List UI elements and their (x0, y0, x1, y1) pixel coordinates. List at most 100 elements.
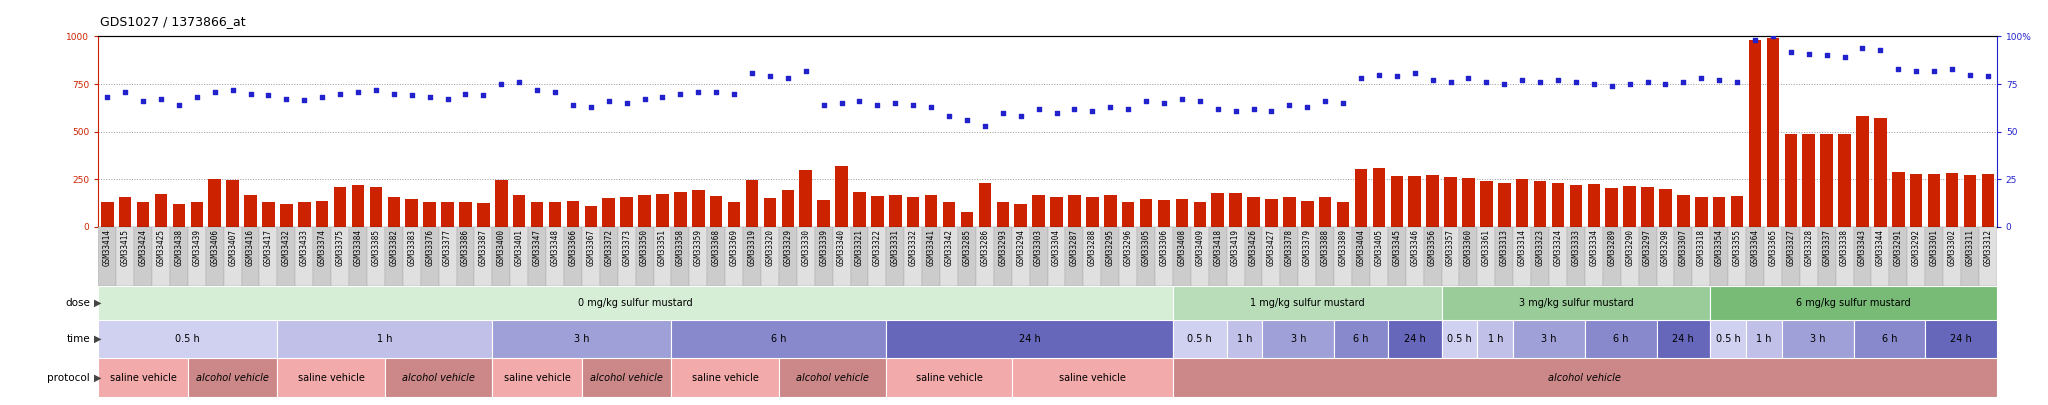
Text: alcohol vehicle: alcohol vehicle (401, 373, 475, 383)
Bar (1839, 134, 1851, 227)
Bar (1567, 227, 1585, 286)
Text: GSM33424: GSM33424 (139, 228, 147, 266)
Text: GSM33377: GSM33377 (442, 228, 453, 266)
Bar (782, 190, 795, 227)
Bar (1444, 177, 1456, 227)
Text: GSM33387: GSM33387 (479, 228, 487, 266)
Point (754, 73, 786, 80)
Text: GSM33345: GSM33345 (1393, 228, 1401, 266)
Bar (1513, 320, 1585, 358)
Text: GSM33414: GSM33414 (102, 228, 113, 266)
Bar (1821, 134, 1833, 227)
Bar (1835, 227, 1853, 286)
Bar (1208, 227, 1227, 286)
Point (1614, 81, 1647, 87)
Point (1774, 49, 1806, 55)
Text: GSM33372: GSM33372 (604, 228, 612, 266)
Text: GSM33350: GSM33350 (641, 228, 649, 266)
Point (1954, 71, 1987, 78)
Bar (475, 227, 492, 286)
Point (1219, 107, 1251, 114)
Text: 1 h: 1 h (1757, 334, 1772, 344)
Bar (834, 227, 850, 286)
Bar (979, 183, 991, 227)
Bar (492, 227, 510, 286)
Point (860, 102, 893, 108)
Bar (887, 227, 905, 286)
Bar (1585, 320, 1657, 358)
Point (682, 88, 715, 95)
Bar (1300, 201, 1313, 227)
Bar (1280, 227, 1298, 286)
Text: GSM33304: GSM33304 (1053, 228, 1061, 266)
Point (1686, 75, 1718, 81)
Bar (1495, 227, 1513, 286)
Point (1346, 75, 1378, 81)
Bar (119, 197, 131, 227)
Point (629, 96, 662, 102)
Point (1022, 106, 1055, 112)
Bar (707, 227, 725, 286)
Text: 3 h: 3 h (1810, 334, 1825, 344)
Bar (1587, 184, 1599, 227)
Bar (743, 227, 762, 286)
Bar (1069, 195, 1081, 227)
Bar (1767, 38, 1780, 227)
Bar (188, 227, 205, 286)
Bar (1141, 199, 1153, 227)
Bar (1409, 176, 1421, 227)
Text: GSM33331: GSM33331 (891, 228, 899, 266)
Point (1380, 73, 1413, 80)
Bar (905, 227, 922, 286)
Bar (993, 227, 1012, 286)
Bar (1174, 358, 1997, 397)
Bar (692, 190, 705, 227)
Bar (1624, 186, 1636, 227)
Text: 6 h: 6 h (772, 334, 786, 344)
Text: GSM33312: GSM33312 (1982, 228, 1993, 266)
Text: GSM33385: GSM33385 (371, 228, 381, 266)
Bar (440, 202, 455, 227)
Bar (262, 202, 274, 227)
Bar (1389, 320, 1442, 358)
Bar (1266, 199, 1278, 227)
Bar (1405, 227, 1423, 286)
Bar (100, 202, 113, 227)
Bar (152, 227, 170, 286)
Bar (1137, 227, 1155, 286)
Point (1720, 79, 1753, 85)
Point (127, 98, 160, 104)
Text: GSM33405: GSM33405 (1374, 228, 1382, 266)
Bar (854, 192, 866, 227)
Bar (1782, 227, 1800, 286)
Text: GSM33290: GSM33290 (1626, 228, 1634, 266)
Text: GSM33303: GSM33303 (1034, 228, 1042, 266)
Text: GSM33376: GSM33376 (426, 228, 434, 266)
Bar (926, 195, 938, 227)
Bar (1911, 175, 1923, 227)
Bar (1782, 320, 1853, 358)
Bar (1284, 197, 1296, 227)
Text: GSM33343: GSM33343 (1858, 228, 1868, 266)
Text: GSM33375: GSM33375 (336, 228, 344, 266)
Text: protocol: protocol (47, 373, 90, 383)
Bar (387, 197, 399, 227)
Text: GSM33285: GSM33285 (963, 228, 971, 266)
Bar (621, 197, 633, 227)
Bar (1014, 204, 1026, 227)
Text: ▶: ▶ (94, 334, 102, 344)
Bar (745, 180, 758, 227)
Text: 0.5 h: 0.5 h (1448, 334, 1473, 344)
Bar (961, 211, 973, 227)
Text: 24 h: 24 h (1673, 334, 1694, 344)
Text: GSM33302: GSM33302 (1948, 228, 1956, 266)
Bar (1855, 116, 1868, 227)
Point (1147, 100, 1180, 107)
Text: alcohol vehicle: alcohol vehicle (797, 373, 868, 383)
Bar (1819, 227, 1835, 286)
Text: GSM33427: GSM33427 (1268, 228, 1276, 266)
Bar (1298, 227, 1317, 286)
Text: GSM33404: GSM33404 (1356, 228, 1366, 266)
Text: 0.5 h: 0.5 h (176, 334, 201, 344)
Point (1327, 100, 1360, 107)
